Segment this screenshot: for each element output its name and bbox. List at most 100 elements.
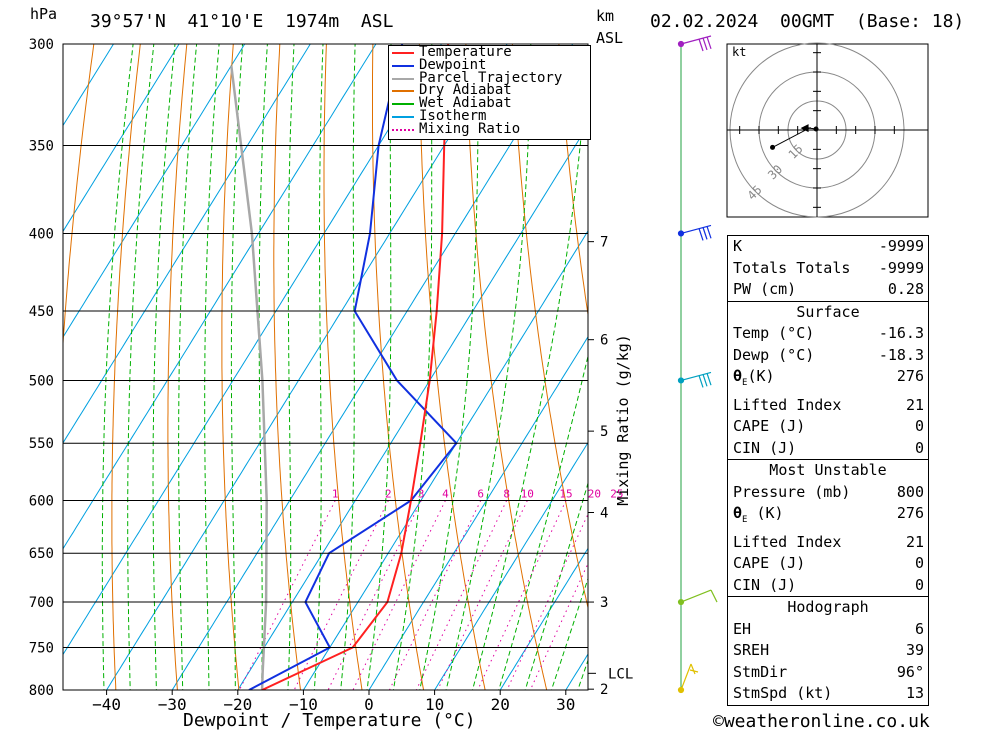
stmdir-value: 96°	[896, 662, 924, 681]
surface-cin-row: CIN (J) 0	[728, 438, 928, 460]
isotherm-line	[499, 547, 588, 690]
legend-label: Mixing Ratio	[419, 120, 521, 137]
mixing-ratio-line	[293, 500, 389, 690]
mixing-ratio-label: 6	[477, 488, 484, 501]
wind-barb-flag	[690, 663, 696, 675]
copyright-footer[interactable]: ©weatheronline.co.uk	[713, 711, 930, 732]
temperature-tick-label: 30	[556, 695, 575, 714]
totals-totals-row: Totals Totals -9999	[728, 258, 928, 280]
temperature-tick-label: −20	[223, 695, 252, 714]
pressure-tick-label: 650	[29, 546, 54, 562]
eh-label: EH	[733, 619, 752, 638]
wind-barb-shaft	[680, 663, 692, 691]
wind-barb-flag	[710, 589, 718, 603]
pressure-unit-label: hPa	[30, 5, 58, 23]
mu-thetae-row: θE (K) 276	[728, 503, 928, 532]
isotherm-line	[63, 44, 311, 444]
mixing-ratio-line	[415, 500, 508, 690]
mixing-ratio-label: 4	[442, 488, 449, 501]
mu-thetae-value: 276	[896, 504, 924, 522]
totals-totals-label: Totals Totals	[733, 258, 851, 277]
pressure-tick-label: 550	[29, 436, 54, 452]
surface-title: Surface	[796, 302, 860, 321]
surface-section: Surface Temp (°C) -16.3 Dewp (°C) -18.3 θE…	[728, 300, 928, 460]
mixing-ratio-axis-title: Mixing Ratio (g/kg)	[614, 334, 632, 506]
pressure-tick-label: 450	[29, 304, 54, 320]
isotherm-line	[63, 44, 180, 233]
surface-thetae-label: θE(K)	[733, 367, 775, 388]
legend-item-parcel-trajectory: Parcel Trajectory	[389, 69, 590, 86]
surface-cape-label: CAPE (J)	[733, 417, 806, 435]
stmdir-label: StmDir	[733, 662, 788, 681]
surface-dewp-label: Dewp (°C)	[733, 345, 815, 364]
legend-label: Wet Adiabat	[419, 95, 512, 112]
wind-barb-shaft	[680, 35, 712, 45]
height-tick-label: 4	[600, 505, 608, 521]
legend-swatch	[392, 52, 414, 54]
dry-adiabat-line	[111, 44, 141, 690]
mixing-ratio-line	[477, 500, 567, 690]
totals-totals-value: -9999	[878, 258, 924, 277]
legend-item-dewpoint: Dewpoint	[389, 56, 590, 73]
height-tick-label: 2	[600, 682, 608, 698]
wet-adiabat-line	[524, 481, 588, 690]
pressure-tick-label: 700	[29, 595, 54, 611]
pw-value: 0.28	[887, 280, 924, 298]
wind-barb-flag	[698, 228, 704, 241]
mu-pressure-value: 800	[896, 482, 924, 501]
mu-thetae-label: θE (K)	[733, 504, 784, 525]
legend-label: Parcel Trajectory	[419, 69, 563, 86]
temperature-tick-label: −10	[289, 695, 318, 714]
surface-temp-value: -16.3	[878, 324, 924, 342]
mixing-ratio-label: 10	[521, 488, 534, 501]
hodograph-unit-label: kt	[732, 45, 747, 59]
mu-cape-row: CAPE (J) 0	[728, 553, 928, 575]
lcl-label: LCL	[608, 666, 633, 682]
wind-barb-flag	[706, 373, 712, 386]
mixing-ratio-label: 8	[503, 488, 510, 501]
k-index-value: -9999	[878, 237, 924, 255]
stmspd-label: StmSpd (kt)	[733, 684, 833, 702]
legend-label: Dewpoint	[419, 56, 487, 73]
legend-item-dry-adiabat: Dry Adiabat	[389, 82, 590, 99]
mu-cape-value: 0	[914, 554, 924, 572]
legend-item-isotherm: Isotherm	[389, 107, 590, 124]
height-tick-label: 6	[600, 333, 608, 349]
legend-label: Isotherm	[419, 107, 487, 124]
dry-adiabat-line	[323, 44, 363, 690]
dewpoint-line	[248, 44, 458, 690]
legend-label: Dry Adiabat	[419, 82, 512, 99]
legend-swatch	[392, 103, 414, 106]
parcel-trajectory-line	[230, 65, 268, 690]
mixing-ratio-label: 2	[385, 488, 392, 501]
pressure-tick-label: 750	[29, 640, 54, 656]
surface-cin-value: 0	[914, 438, 924, 457]
surface-thetae-value: 276	[896, 367, 924, 385]
wet-adiabat-line	[127, 44, 155, 690]
hodograph-ring-label: 45	[745, 183, 765, 203]
chart-legend: Temperature Dewpoint Parcel Trajectory Dry …	[388, 45, 591, 140]
wet-adiabat-line	[419, 44, 479, 690]
hodograph-point	[813, 126, 819, 132]
height-tick-label: 7	[600, 235, 608, 251]
pressure-tick-label: 350	[29, 139, 54, 155]
legend-swatch	[392, 77, 414, 80]
pressure-tick-label: 300	[29, 37, 54, 53]
most-unstable-section: Most Unstable Pressure (mb) 800 θE (K) 276…	[728, 459, 928, 596]
pressure-tick-label: 600	[29, 494, 54, 510]
height-tick-label: 3	[600, 595, 608, 611]
mu-li-value: 21	[905, 532, 924, 551]
wet-adiabat-line	[287, 44, 295, 690]
legend-swatch	[392, 90, 414, 93]
surface-cape-row: CAPE (J) 0	[728, 416, 928, 438]
height-unit-km: km	[596, 7, 615, 25]
eh-row: EH 6	[728, 619, 928, 641]
wind-barb-shaft	[680, 371, 712, 382]
temperature-tick-label: 20	[491, 695, 510, 714]
temperature-tick-label: −30	[158, 695, 187, 714]
height-unit-asl: ASL	[596, 29, 624, 47]
mu-cape-label: CAPE (J)	[733, 554, 806, 572]
wet-adiabat-line	[178, 44, 198, 690]
wind-barb-flag	[706, 36, 712, 49]
legend-item-mixing-ratio: Mixing Ratio	[389, 120, 590, 137]
